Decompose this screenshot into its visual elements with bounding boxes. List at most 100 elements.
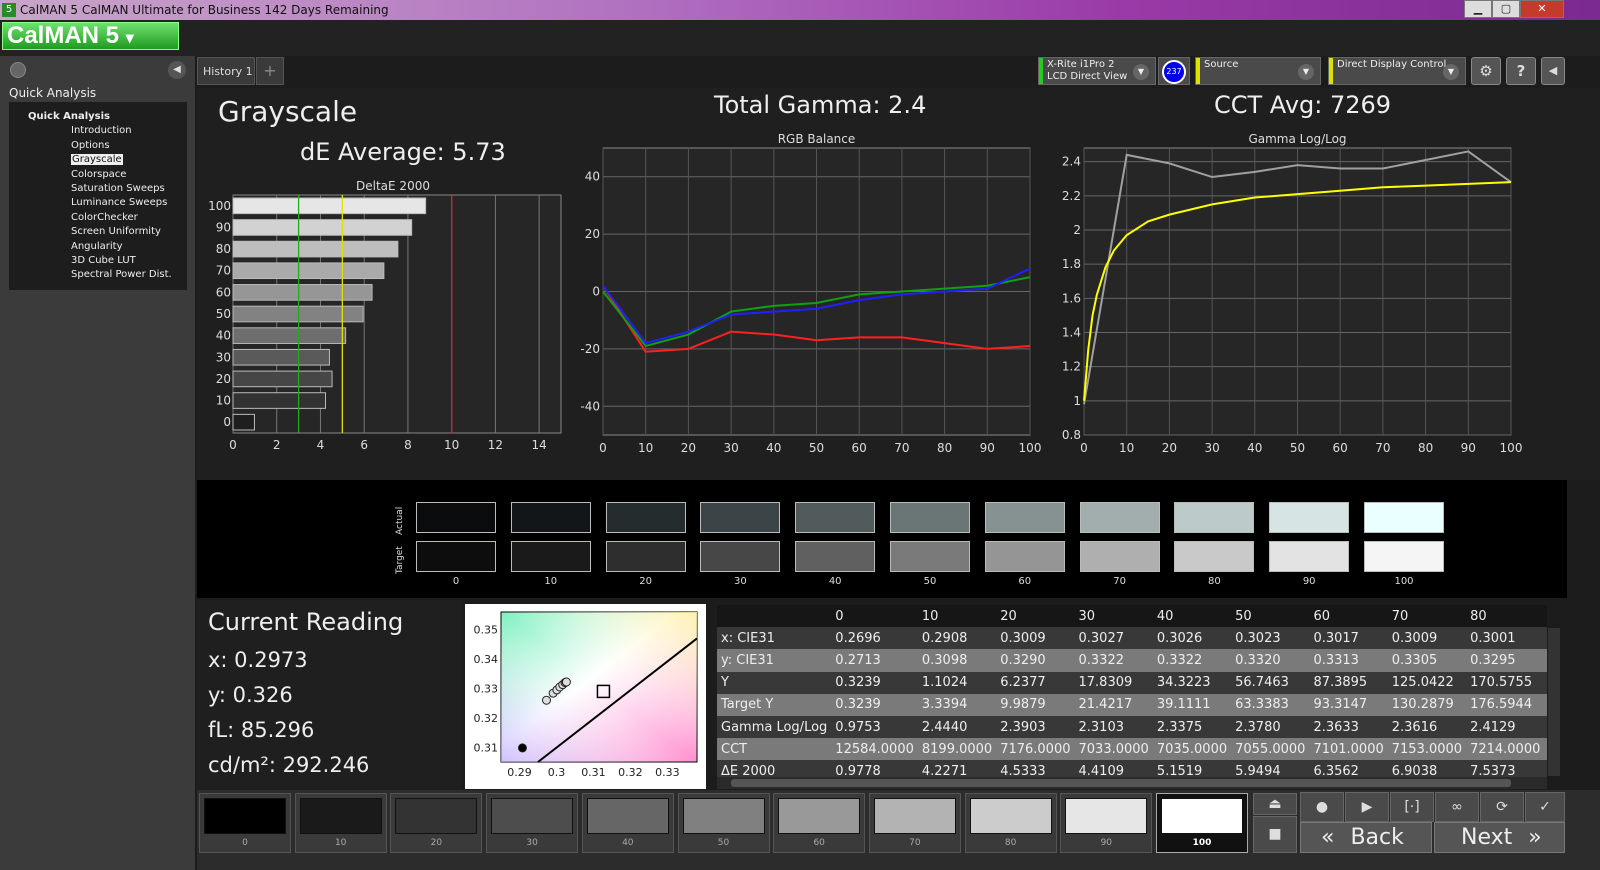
x-tick-label: 10 [1119,441,1134,455]
patch-color [682,798,765,834]
table-row[interactable]: Target Y 0.3239 3.3394 9.9879 21.4217 39.1111… [717,693,1547,716]
table-cell: 0.3295 [1466,649,1545,672]
maximize-button[interactable]: ▢ [1492,0,1520,18]
nav-group-quick-analysis[interactable]: Quick Analysis [28,111,110,122]
patch-button[interactable]: 0 [199,793,291,853]
series-line [602,276,1031,348]
display-control-selector[interactable]: Direct Display Control ▼ [1328,57,1466,85]
sidebar-item[interactable]: Grayscale [40,153,187,167]
source-selector[interactable]: Source ▼ [1195,57,1321,85]
sidebar-item-label: Colorspace [71,168,127,180]
close-button[interactable]: ✕ [1520,0,1564,18]
table-row[interactable]: Gamma Log/Log 0.9753 2.4440 2.3903 2.3103 2.3… [717,715,1547,739]
add-tab-button[interactable]: + [256,57,284,85]
sidebar-item[interactable]: ColorChecker [40,211,187,225]
table-cell: 7.5373 [1466,760,1545,777]
back-button[interactable]: « Back [1300,822,1432,853]
table-row[interactable]: ΔE 2000 0.9778 4.2271 4.5333 4.4109 5.1519 5.9… [717,760,1547,777]
target-swatch [890,541,970,572]
sidebar-item[interactable]: Spectral Power Dist. [40,268,187,282]
patch-button[interactable]: 40 [581,793,674,853]
eject-button[interactable]: ⏏ [1253,793,1297,815]
patch-button[interactable]: 90 [1060,793,1153,853]
measured-point [541,695,551,705]
step-button[interactable]: [·] [1390,792,1434,822]
scrollbar-thumb[interactable] [731,779,1511,787]
patch-button[interactable]: 80 [964,793,1057,853]
vertical-scrollbar[interactable] [1548,628,1560,776]
meter-selector[interactable]: X-Rite i1Pro 2 LCD Direct View ▼ [1038,57,1156,85]
patch-button[interactable]: 20 [390,793,483,853]
table-cell: 87.3895 [1309,671,1388,694]
calman-menu-button[interactable]: CalMAN 5 ▾ [2,22,179,50]
table-row[interactable]: y: CIE31 0.2713 0.3098 0.3290 0.3322 0.3322 0.… [717,649,1547,672]
table-cell: 2.4129 [1466,715,1545,739]
settings-button[interactable]: ⚙ [1471,57,1501,85]
sidebar-item[interactable]: 3D Cube LUT [40,254,187,268]
sidebar-item[interactable]: Angularity [40,240,187,254]
sidebar-item[interactable]: Introduction [40,124,187,138]
readings-table[interactable]: 0102030405060708090100x: CIE310.26960.29… [717,605,1547,777]
target-swatch [416,541,496,572]
patch-button[interactable]: 30 [486,793,579,853]
logo-text: CalMAN 5 [7,22,120,49]
sidebar-item[interactable]: Screen Uniformity [40,225,187,239]
y-tick-label: 30 [216,350,231,364]
patch-button[interactable]: 70 [868,793,961,853]
confirm-button[interactable]: ✓ [1525,792,1565,822]
play-button[interactable]: ▶ [1345,792,1389,822]
actual-swatch [416,502,496,533]
x-tick-label: 30 [723,441,738,455]
table-cell: 0.3322 [1152,649,1232,672]
table-cell: 2.3375 [1152,715,1232,739]
table-cell: 231.3212 [1544,693,1547,716]
gamma-chart: Gamma Log/Log 2.4 2.2 2 1.8 1.6 1.4 1.2 1 0.80 10 2… [1062,132,1523,455]
collapse-panel-button[interactable]: ◀ [1541,57,1565,85]
loop-button[interactable]: ∞ [1435,792,1479,822]
table-cell: 2.3103 [1074,715,1153,739]
patch-label: 20 [430,838,443,848]
window-title: CalMAN 5 CalMAN Ultimate for Business 14… [20,3,389,17]
sidebar-item[interactable]: Luminance Sweeps [40,196,187,210]
x-tick-label: 90 [980,441,995,455]
pin-icon[interactable] [10,62,26,78]
patch-button[interactable]: 60 [773,793,866,853]
table-row[interactable]: CCT 12584.0000 8199.0000 7176.0000 7033.0000… [717,738,1547,761]
de-average: dE Average: 5.73 [300,138,506,166]
sidebar-item[interactable]: Options [40,139,187,153]
y-tick-label: 0 [592,285,600,299]
collapse-sidebar-button[interactable]: ◀ [168,61,186,79]
x-tick-label: 0.33 [655,766,680,779]
patch-button[interactable]: 50 [677,793,770,853]
series-line [1083,181,1512,401]
table-cell: 0.3239 [831,671,918,694]
table-row[interactable]: Y 0.3239 1.1024 6.2377 17.8309 34.3223 56.7463… [717,671,1547,694]
sidebar-item[interactable]: Saturation Sweeps [40,182,187,196]
row-label: Y [717,671,832,694]
chart-title: Gamma Log/Log [1248,132,1346,146]
stop-button[interactable]: ■ [1253,816,1297,853]
meter-mode: LCD Direct View [1047,71,1128,82]
patch-button[interactable]: 10 [294,793,387,853]
next-button[interactable]: Next » [1434,822,1565,853]
record-button[interactable]: ● [1300,792,1344,822]
table-cell: 2.3780 [1231,715,1310,739]
patch-button[interactable]: 100 [1156,793,1248,853]
x-tick-label: 4 [317,438,325,452]
sidebar-item[interactable]: Colorspace [40,168,187,182]
blackbody-locus [537,637,698,763]
reading-cdm2: cd/m²: 292.246 [208,753,370,777]
minimize-button[interactable]: ▁ [1464,0,1492,18]
horizontal-scrollbar[interactable] [717,777,1547,789]
y-tick-label: 50 [216,307,231,321]
y-tick-label: 0.34 [474,653,499,666]
help-button[interactable]: ? [1506,57,1536,85]
table-row[interactable]: x: CIE31 0.2696 0.2908 0.3009 0.3027 0.3026 0.… [717,627,1547,650]
meter-reading-badge[interactable]: 237 [1162,60,1186,84]
column-header: 10 [917,605,997,628]
table-cell: 0.3026 [1152,627,1232,650]
refresh-button[interactable]: ⟳ [1480,792,1524,822]
tab-history-1[interactable]: History 1 [197,57,255,85]
x-tick-label: 30 [1204,441,1219,455]
